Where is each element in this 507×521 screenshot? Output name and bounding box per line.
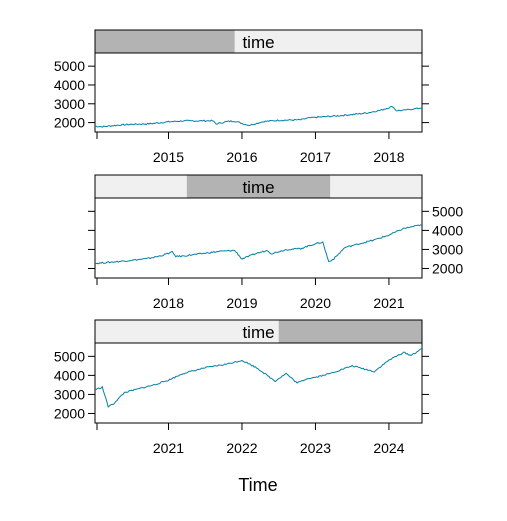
series-line	[94, 224, 422, 265]
x-tick-label: 2019	[226, 295, 257, 311]
panel-3: time 2000 3000 4000 5000 2021 2022 2023 2024	[54, 319, 429, 456]
x-tick-label: 2021	[373, 295, 404, 311]
y-tick-label: 5000	[432, 203, 463, 219]
y-tick-label: 4000	[54, 77, 85, 93]
x-tick-label: 2020	[300, 295, 331, 311]
panel-frame	[94, 342, 423, 424]
x-tick-label: 2018	[153, 295, 184, 311]
strip-range-shade	[95, 30, 235, 53]
y-tick-label: 5000	[54, 58, 85, 74]
y-tick-label: 3000	[432, 241, 463, 257]
x-tick-label: 2022	[226, 440, 257, 456]
y-tick-label: 3000	[54, 96, 85, 112]
y-tick-label: 2000	[432, 260, 463, 276]
x-tick-label: 2024	[373, 440, 404, 456]
y-tick-label: 3000	[54, 386, 85, 402]
x-tick-label: 2017	[300, 149, 331, 165]
y-tick-label: 2000	[54, 115, 85, 131]
panel-2: time 2000 3000 4000 5000 2018 2019 2020 2021	[88, 174, 463, 311]
panel-1: time 2000 3000 4000 5000 2015 2016 2017 2018	[54, 29, 429, 165]
series-line	[95, 105, 423, 128]
y-tick-label: 4000	[54, 367, 85, 383]
series-line	[94, 348, 423, 408]
x-tick-label: 2015	[153, 149, 184, 165]
x-tick-label: 2016	[226, 149, 257, 165]
strip-range-shade	[186, 175, 331, 198]
x-tick-label: 2021	[153, 440, 184, 456]
strip-label: time	[242, 178, 274, 197]
x-axis-title: Time	[238, 475, 277, 495]
strip-label: time	[242, 323, 274, 342]
x-tick-label: 2023	[300, 440, 331, 456]
strip-range-shade	[278, 320, 422, 343]
y-tick-label: 5000	[54, 348, 85, 364]
x-tick-label: 2018	[373, 149, 404, 165]
panel-frame	[94, 52, 423, 133]
y-tick-label: 2000	[54, 405, 85, 421]
y-tick-label: 4000	[432, 222, 463, 238]
panel-frame	[94, 197, 423, 279]
strip-label: time	[242, 33, 274, 52]
